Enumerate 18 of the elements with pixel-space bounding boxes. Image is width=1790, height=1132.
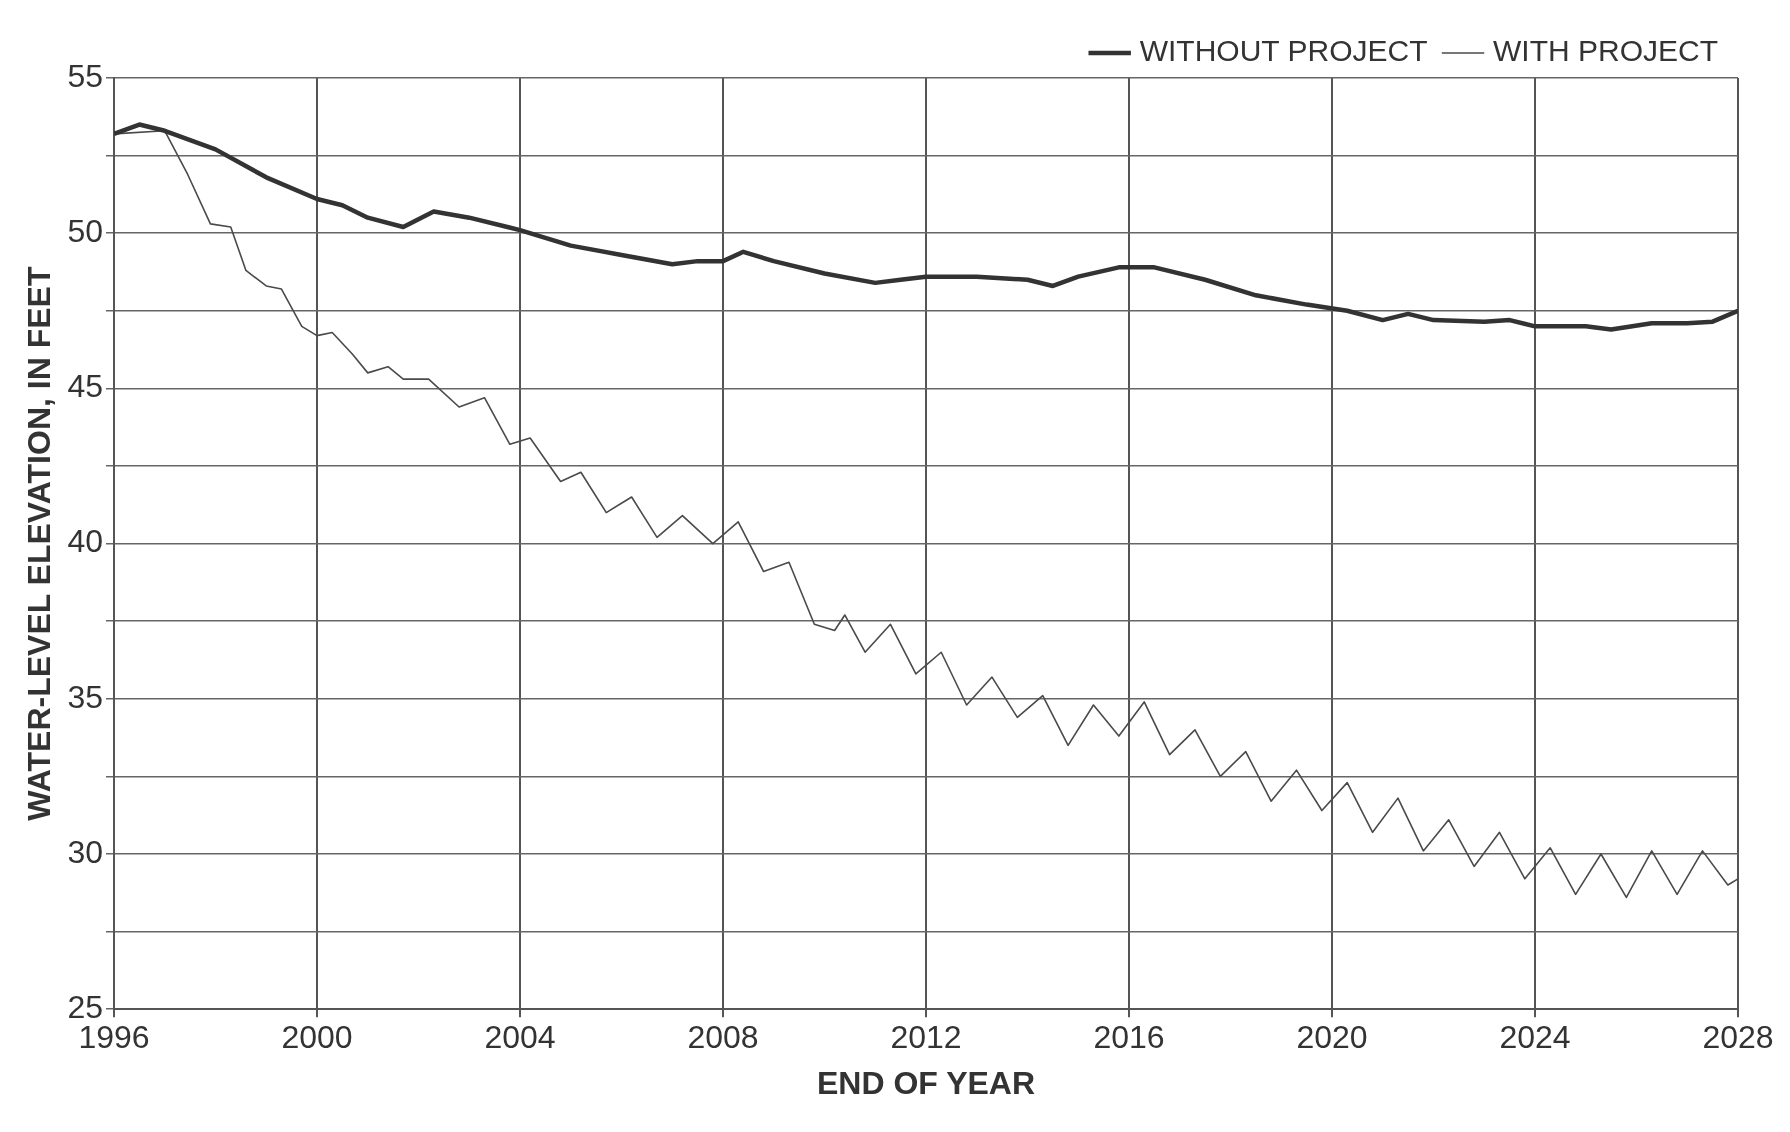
x-tick-label: 2000: [281, 1019, 353, 1056]
y-tick-label: 35: [67, 678, 103, 715]
x-tick-label: 2020: [1296, 1019, 1368, 1056]
y-tick-label: 55: [67, 57, 103, 94]
x-tick-label: 2012: [890, 1019, 962, 1056]
x-tick-label: 2024: [1499, 1019, 1571, 1056]
x-tick-label: 2016: [1093, 1019, 1165, 1056]
x-axis-title: END OF YEAR: [816, 1064, 1036, 1101]
y-axis-title: WATER-LEVEL ELEVATION, IN FEET: [21, 266, 58, 821]
x-tick-label: 2004: [484, 1019, 556, 1056]
x-tick-label: 2028: [1702, 1019, 1774, 1056]
legend-label: WITHOUT PROJECT: [1139, 34, 1428, 68]
x-tick-label: 2008: [687, 1019, 759, 1056]
y-tick-label: 45: [67, 368, 103, 405]
legend-label: WITH PROJECT: [1493, 34, 1719, 68]
y-tick-label: 50: [67, 213, 103, 250]
y-tick-label: 30: [67, 833, 103, 870]
y-tick-label: 40: [67, 523, 103, 560]
